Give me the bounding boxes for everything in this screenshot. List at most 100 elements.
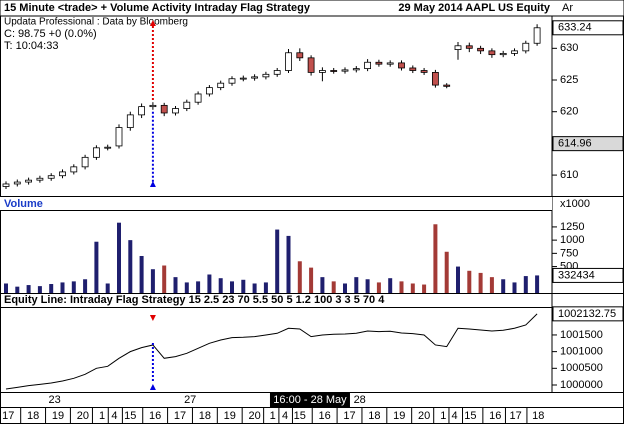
x-tick-label: 16 [319,410,331,422]
y-tick-label: 610 [560,169,578,181]
y-tick-label: 1000000 [560,379,603,391]
volume-bar [444,251,449,293]
volume-bar [37,286,42,293]
volume-bar [286,235,291,293]
signal-arrow [149,181,156,187]
x-tick-label: 4 [111,410,117,422]
x-tick-label: 18 [368,410,380,422]
volume-bar [478,272,483,293]
candle-body [81,156,89,168]
header-right: 29 May 2014 AAPL US Equity [398,2,550,14]
candle-body [47,175,55,179]
candle-body [375,61,383,65]
y-tick-label: 1001500 [560,329,603,341]
candle-body [149,104,157,108]
volume-bar [343,283,347,293]
candle-body [273,70,281,75]
candle-body [205,87,213,95]
candle-body [431,72,439,86]
candle-body [251,76,259,79]
volume-bar [83,279,88,293]
legend-source: Updata Professional : Data by Bloomberg [4,17,188,28]
volume-bar [94,241,99,293]
candle-body [409,67,417,71]
signal-arrow [149,315,156,321]
price-marker-box [552,136,624,152]
x-tick-label: 20 [418,410,430,422]
volume-title: Volume [4,198,43,210]
candle-body [352,68,360,71]
candle-body [454,45,462,50]
candle-body [126,114,134,128]
legend-close: C: 98.75 +0 (0.0%) [4,28,97,40]
volume-bar [388,278,393,293]
candle-body [330,70,338,72]
cursor-box [269,393,350,407]
volume-bar [501,279,506,293]
header-title: 15 Minute <trade> + Volume Activity Intr… [4,2,311,14]
candle-body [239,77,247,80]
candle-body [533,27,541,44]
candle-body [341,69,349,72]
x-tick-label: 1 [99,410,105,422]
volume-bar [162,265,167,293]
candle-body [318,70,326,73]
candle-body [522,42,530,52]
volume-bar [150,269,155,293]
candle-body [307,57,315,73]
volume-bar [297,261,302,293]
candle-body [477,47,485,52]
x-tick-label: 1 [270,410,276,422]
volume-bar [128,240,133,293]
candle-body [160,104,168,114]
volume-bar [173,277,178,293]
volume-bar [71,281,76,293]
equity-title: Equity Line: Intraday Flag Strategy 15 2… [4,294,385,306]
candle-body [511,50,518,54]
y-tick-label: 620 [560,106,578,118]
header-bar [0,0,624,17]
candle-body [2,183,10,187]
volume-bar [207,274,212,293]
candle-body [13,181,21,185]
volume-bar [230,281,234,293]
volume-bar [535,275,540,293]
price-marker-box [552,267,624,283]
x-tick-label: 17 [2,410,14,422]
y-tick-label: 1001000 [560,346,603,358]
date-label: 23 [48,394,60,406]
price-marker-label: 633.24 [558,22,592,34]
candle-body [25,179,33,183]
candle-body [364,61,372,70]
candle-body [115,127,123,147]
volume-bar [196,281,201,293]
x-tick-label: 18 [532,410,544,422]
x-tick-label: 17 [510,410,522,422]
candle-body [488,50,496,56]
candle-body [217,82,225,89]
y-tick-label: 630 [560,42,578,54]
signal-arrow [149,384,156,390]
volume-bar [365,279,370,293]
volume-bar [105,283,110,293]
candle-body [59,171,66,177]
candle-body [172,108,179,114]
price-marker-box [552,306,624,322]
volume-bar [117,222,121,293]
volume-bar [252,283,257,293]
volume-bar [184,282,189,293]
candle-body [296,52,304,59]
x-tick-label: 1 [440,410,446,422]
x-tick-label: 18 [199,410,211,422]
volume-bar [467,270,472,293]
x-tick-label: 20 [77,410,89,422]
candle-body [285,52,292,71]
volume-bar [218,278,223,293]
candle-body [420,70,428,73]
x-tick-label: 16 [489,410,501,422]
x-tick-label: 19 [224,410,236,422]
volume-bar [399,281,404,293]
volume-bar [15,286,20,293]
x-tick-label: 15 [294,410,306,422]
